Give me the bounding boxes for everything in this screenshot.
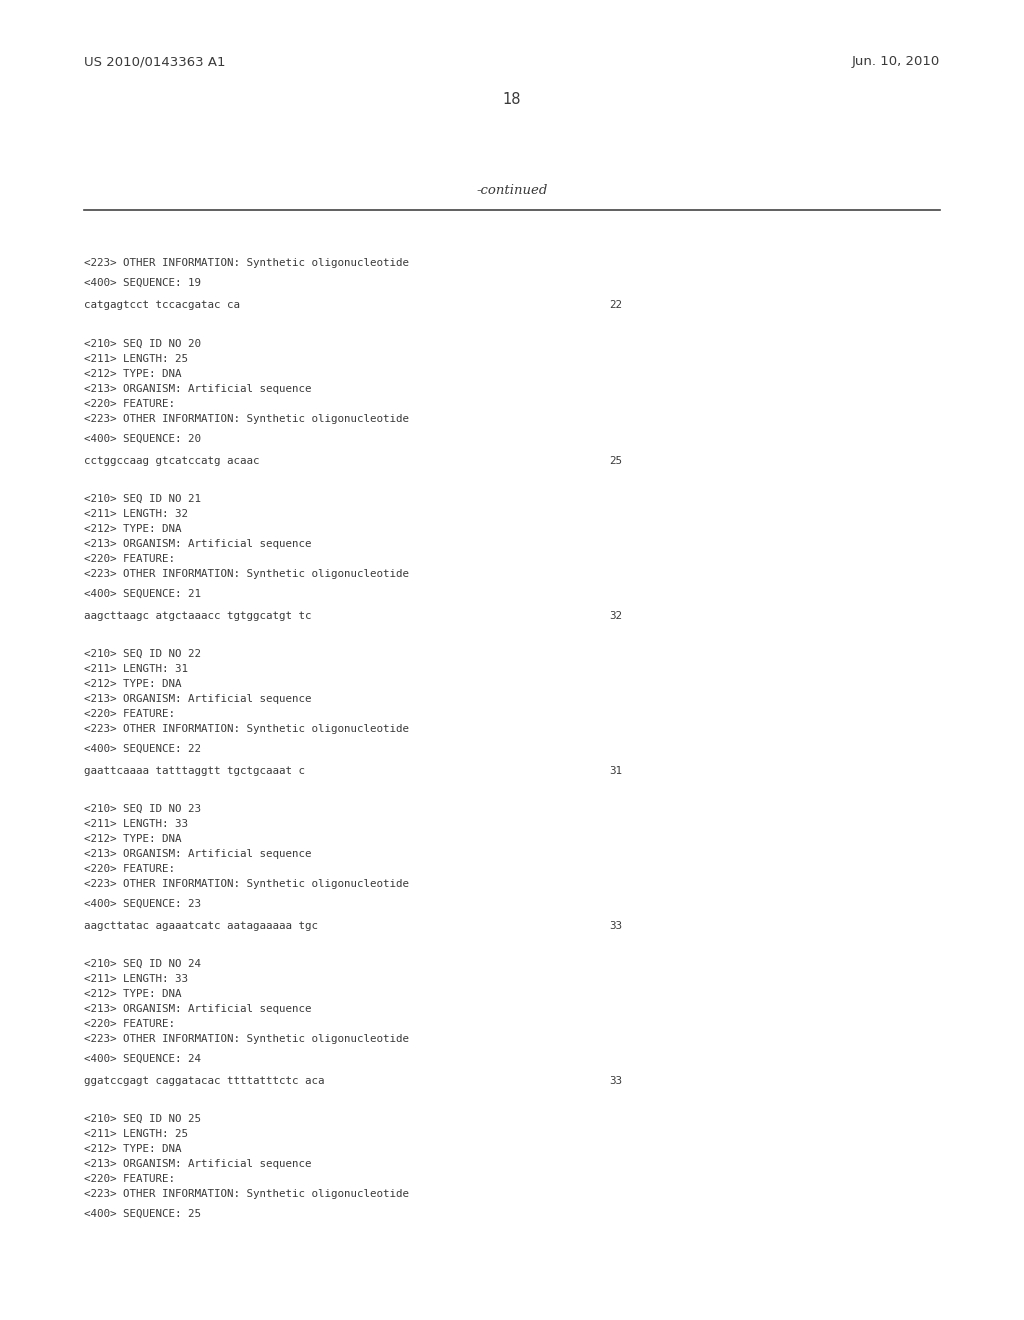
Text: <211> LENGTH: 33: <211> LENGTH: 33 [84,818,188,829]
Text: <211> LENGTH: 25: <211> LENGTH: 25 [84,1129,188,1139]
Text: <212> TYPE: DNA: <212> TYPE: DNA [84,1144,181,1154]
Text: <223> OTHER INFORMATION: Synthetic oligonucleotide: <223> OTHER INFORMATION: Synthetic oligo… [84,257,409,268]
Text: <400> SEQUENCE: 24: <400> SEQUENCE: 24 [84,1053,201,1064]
Text: cctggccaag gtcatccatg acaac: cctggccaag gtcatccatg acaac [84,455,259,466]
Text: <212> TYPE: DNA: <212> TYPE: DNA [84,524,181,535]
Text: <220> FEATURE:: <220> FEATURE: [84,865,175,874]
Text: aagcttaagc atgctaaacc tgtggcatgt tc: aagcttaagc atgctaaacc tgtggcatgt tc [84,611,311,620]
Text: <223> OTHER INFORMATION: Synthetic oligonucleotide: <223> OTHER INFORMATION: Synthetic oligo… [84,723,409,734]
Text: 22: 22 [609,300,623,310]
Text: 18: 18 [503,92,521,107]
Text: <213> ORGANISM: Artificial sequence: <213> ORGANISM: Artificial sequence [84,694,311,704]
Text: <212> TYPE: DNA: <212> TYPE: DNA [84,834,181,843]
Text: <220> FEATURE:: <220> FEATURE: [84,554,175,564]
Text: <400> SEQUENCE: 21: <400> SEQUENCE: 21 [84,589,201,599]
Text: <223> OTHER INFORMATION: Synthetic oligonucleotide: <223> OTHER INFORMATION: Synthetic oligo… [84,879,409,888]
Text: US 2010/0143363 A1: US 2010/0143363 A1 [84,55,225,69]
Text: <211> LENGTH: 33: <211> LENGTH: 33 [84,974,188,983]
Text: <212> TYPE: DNA: <212> TYPE: DNA [84,989,181,999]
Text: <400> SEQUENCE: 22: <400> SEQUENCE: 22 [84,744,201,754]
Text: <213> ORGANISM: Artificial sequence: <213> ORGANISM: Artificial sequence [84,384,311,393]
Text: <223> OTHER INFORMATION: Synthetic oligonucleotide: <223> OTHER INFORMATION: Synthetic oligo… [84,1189,409,1199]
Text: gaattcaaaa tatttaggtt tgctgcaaat c: gaattcaaaa tatttaggtt tgctgcaaat c [84,766,305,776]
Text: <213> ORGANISM: Artificial sequence: <213> ORGANISM: Artificial sequence [84,849,311,859]
Text: catgagtcct tccacgatac ca: catgagtcct tccacgatac ca [84,300,240,310]
Text: <213> ORGANISM: Artificial sequence: <213> ORGANISM: Artificial sequence [84,1005,311,1014]
Text: <400> SEQUENCE: 19: <400> SEQUENCE: 19 [84,279,201,288]
Text: <213> ORGANISM: Artificial sequence: <213> ORGANISM: Artificial sequence [84,539,311,549]
Text: <220> FEATURE:: <220> FEATURE: [84,709,175,719]
Text: <220> FEATURE:: <220> FEATURE: [84,399,175,409]
Text: <400> SEQUENCE: 25: <400> SEQUENCE: 25 [84,1209,201,1218]
Text: Jun. 10, 2010: Jun. 10, 2010 [852,55,940,69]
Text: <212> TYPE: DNA: <212> TYPE: DNA [84,678,181,689]
Text: <220> FEATURE:: <220> FEATURE: [84,1173,175,1184]
Text: 32: 32 [609,611,623,620]
Text: <211> LENGTH: 32: <211> LENGTH: 32 [84,510,188,519]
Text: <210> SEQ ID NO 25: <210> SEQ ID NO 25 [84,1114,201,1125]
Text: <210> SEQ ID NO 20: <210> SEQ ID NO 20 [84,339,201,348]
Text: -continued: -continued [476,183,548,197]
Text: 31: 31 [609,766,623,776]
Text: <210> SEQ ID NO 23: <210> SEQ ID NO 23 [84,804,201,814]
Text: 25: 25 [609,455,623,466]
Text: <400> SEQUENCE: 23: <400> SEQUENCE: 23 [84,899,201,909]
Text: <223> OTHER INFORMATION: Synthetic oligonucleotide: <223> OTHER INFORMATION: Synthetic oligo… [84,1034,409,1044]
Text: <223> OTHER INFORMATION: Synthetic oligonucleotide: <223> OTHER INFORMATION: Synthetic oligo… [84,569,409,579]
Text: <223> OTHER INFORMATION: Synthetic oligonucleotide: <223> OTHER INFORMATION: Synthetic oligo… [84,414,409,424]
Text: aagcttatac agaaatcatc aatagaaaaa tgc: aagcttatac agaaatcatc aatagaaaaa tgc [84,921,318,931]
Text: <212> TYPE: DNA: <212> TYPE: DNA [84,370,181,379]
Text: <400> SEQUENCE: 20: <400> SEQUENCE: 20 [84,434,201,444]
Text: <211> LENGTH: 25: <211> LENGTH: 25 [84,354,188,364]
Text: <220> FEATURE:: <220> FEATURE: [84,1019,175,1030]
Text: <211> LENGTH: 31: <211> LENGTH: 31 [84,664,188,675]
Text: 33: 33 [609,1076,623,1086]
Text: <210> SEQ ID NO 21: <210> SEQ ID NO 21 [84,494,201,504]
Text: <210> SEQ ID NO 24: <210> SEQ ID NO 24 [84,960,201,969]
Text: <213> ORGANISM: Artificial sequence: <213> ORGANISM: Artificial sequence [84,1159,311,1170]
Text: 33: 33 [609,921,623,931]
Text: <210> SEQ ID NO 22: <210> SEQ ID NO 22 [84,649,201,659]
Text: ggatccgagt caggatacac ttttatttctc aca: ggatccgagt caggatacac ttttatttctc aca [84,1076,325,1086]
